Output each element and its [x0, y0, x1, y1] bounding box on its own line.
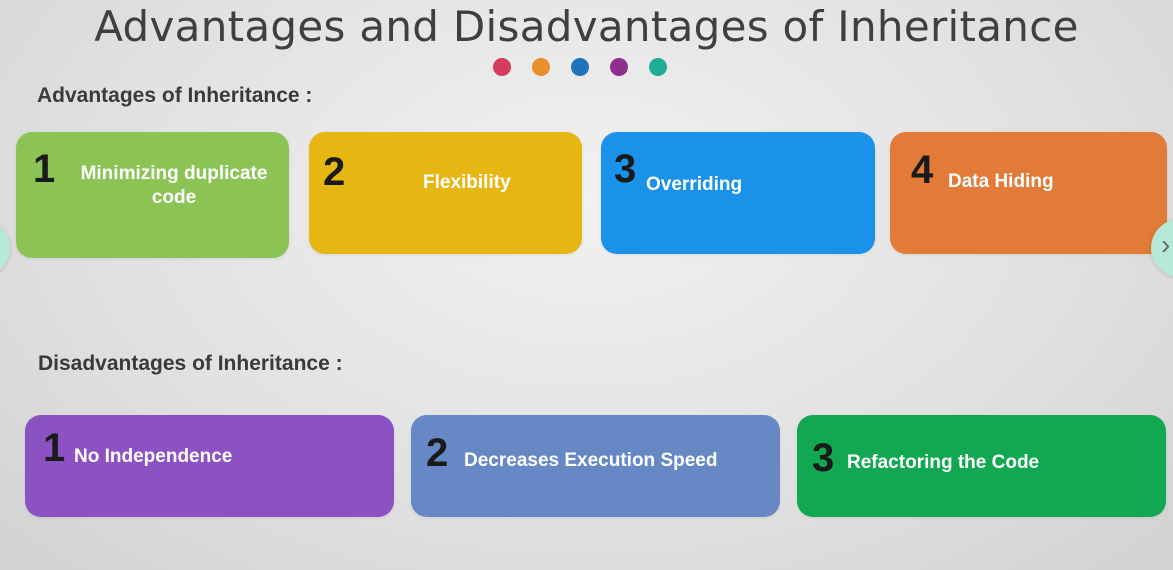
- advantage-number: 2: [323, 150, 346, 194]
- disadvantage-card-3: 3 Refactoring the Code: [797, 415, 1166, 517]
- advantage-card-3: 3 Overriding: [601, 132, 875, 254]
- advantage-label: Minimizing duplicate code: [80, 163, 268, 208]
- dot-1: [493, 58, 511, 76]
- disadvantage-card-2: 2 Decreases Execution Speed: [411, 415, 780, 517]
- advantages-heading: Advantages of Inheritance :: [37, 84, 313, 107]
- advantage-card-4: 4 Data Hiding: [890, 132, 1167, 254]
- disadvantage-label: No Independence: [74, 446, 233, 467]
- disadvantage-number: 2: [426, 431, 449, 475]
- advantage-number: 1: [33, 147, 56, 191]
- dot-5: [649, 58, 667, 76]
- disadvantage-number: 1: [43, 426, 66, 470]
- slide-title: Advantages and Disadvantages of Inherita…: [94, 2, 1079, 51]
- disadvantages-heading: Disadvantages of Inheritance :: [38, 352, 343, 375]
- prev-slide-button[interactable]: [0, 219, 10, 277]
- next-slide-button[interactable]: ›: [1151, 219, 1173, 277]
- dot-2: [532, 58, 550, 76]
- disadvantage-number: 3: [812, 436, 835, 480]
- advantage-card-1: 1 Minimizing duplicate code: [16, 132, 289, 258]
- disadvantage-label: Refactoring the Code: [847, 452, 1040, 473]
- chevron-right-icon: ›: [1161, 229, 1171, 260]
- disadvantage-label: Decreases Execution Speed: [464, 450, 718, 471]
- advantage-number: 4: [911, 148, 934, 192]
- dot-4: [610, 58, 628, 76]
- disadvantage-card-1: 1 No Independence: [25, 415, 394, 517]
- advantage-label: Data Hiding: [948, 171, 1054, 192]
- decorative-dots: [493, 58, 667, 76]
- advantage-number: 3: [614, 147, 637, 191]
- advantage-card-2: 2 Flexibility: [309, 132, 582, 254]
- dot-3: [571, 58, 589, 76]
- advantage-label: Overriding: [646, 174, 743, 195]
- advantage-label: Flexibility: [423, 172, 511, 193]
